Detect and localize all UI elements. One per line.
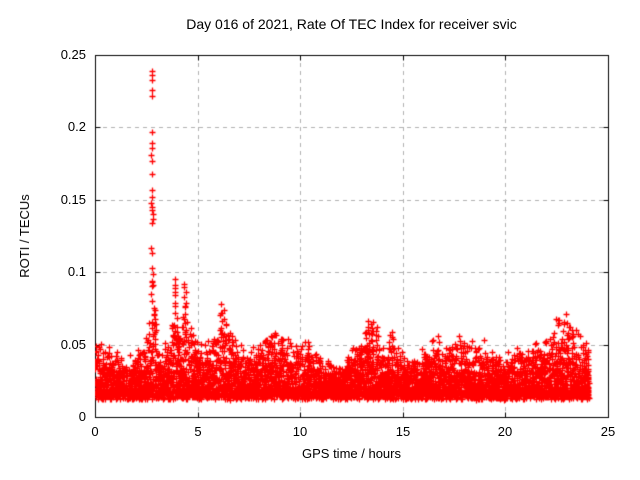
x-axis-label: GPS time / hours [302,446,401,461]
x-tick-label-10: 10 [292,424,308,439]
y-tick-label-0.2: 0.2 [67,119,86,134]
y-tick-label-0.25: 0.25 [60,47,86,62]
x-tick-label-15: 15 [395,424,411,439]
y-tick-label-0.15: 0.15 [60,192,86,207]
x-tick-label-25: 25 [600,424,616,439]
y-axis-label: ROTI / TECUs [17,194,32,278]
chart-title: Day 016 of 2021, Rate Of TEC Index for r… [186,16,517,32]
y-tick-label-0.05: 0.05 [60,337,86,352]
y-tick-label-0: 0 [78,409,86,424]
y-tick-label-0.1: 0.1 [67,264,86,279]
x-tick-label-0: 0 [91,424,99,439]
x-tick-label-20: 20 [497,424,513,439]
x-tick-label-5: 5 [194,424,202,439]
